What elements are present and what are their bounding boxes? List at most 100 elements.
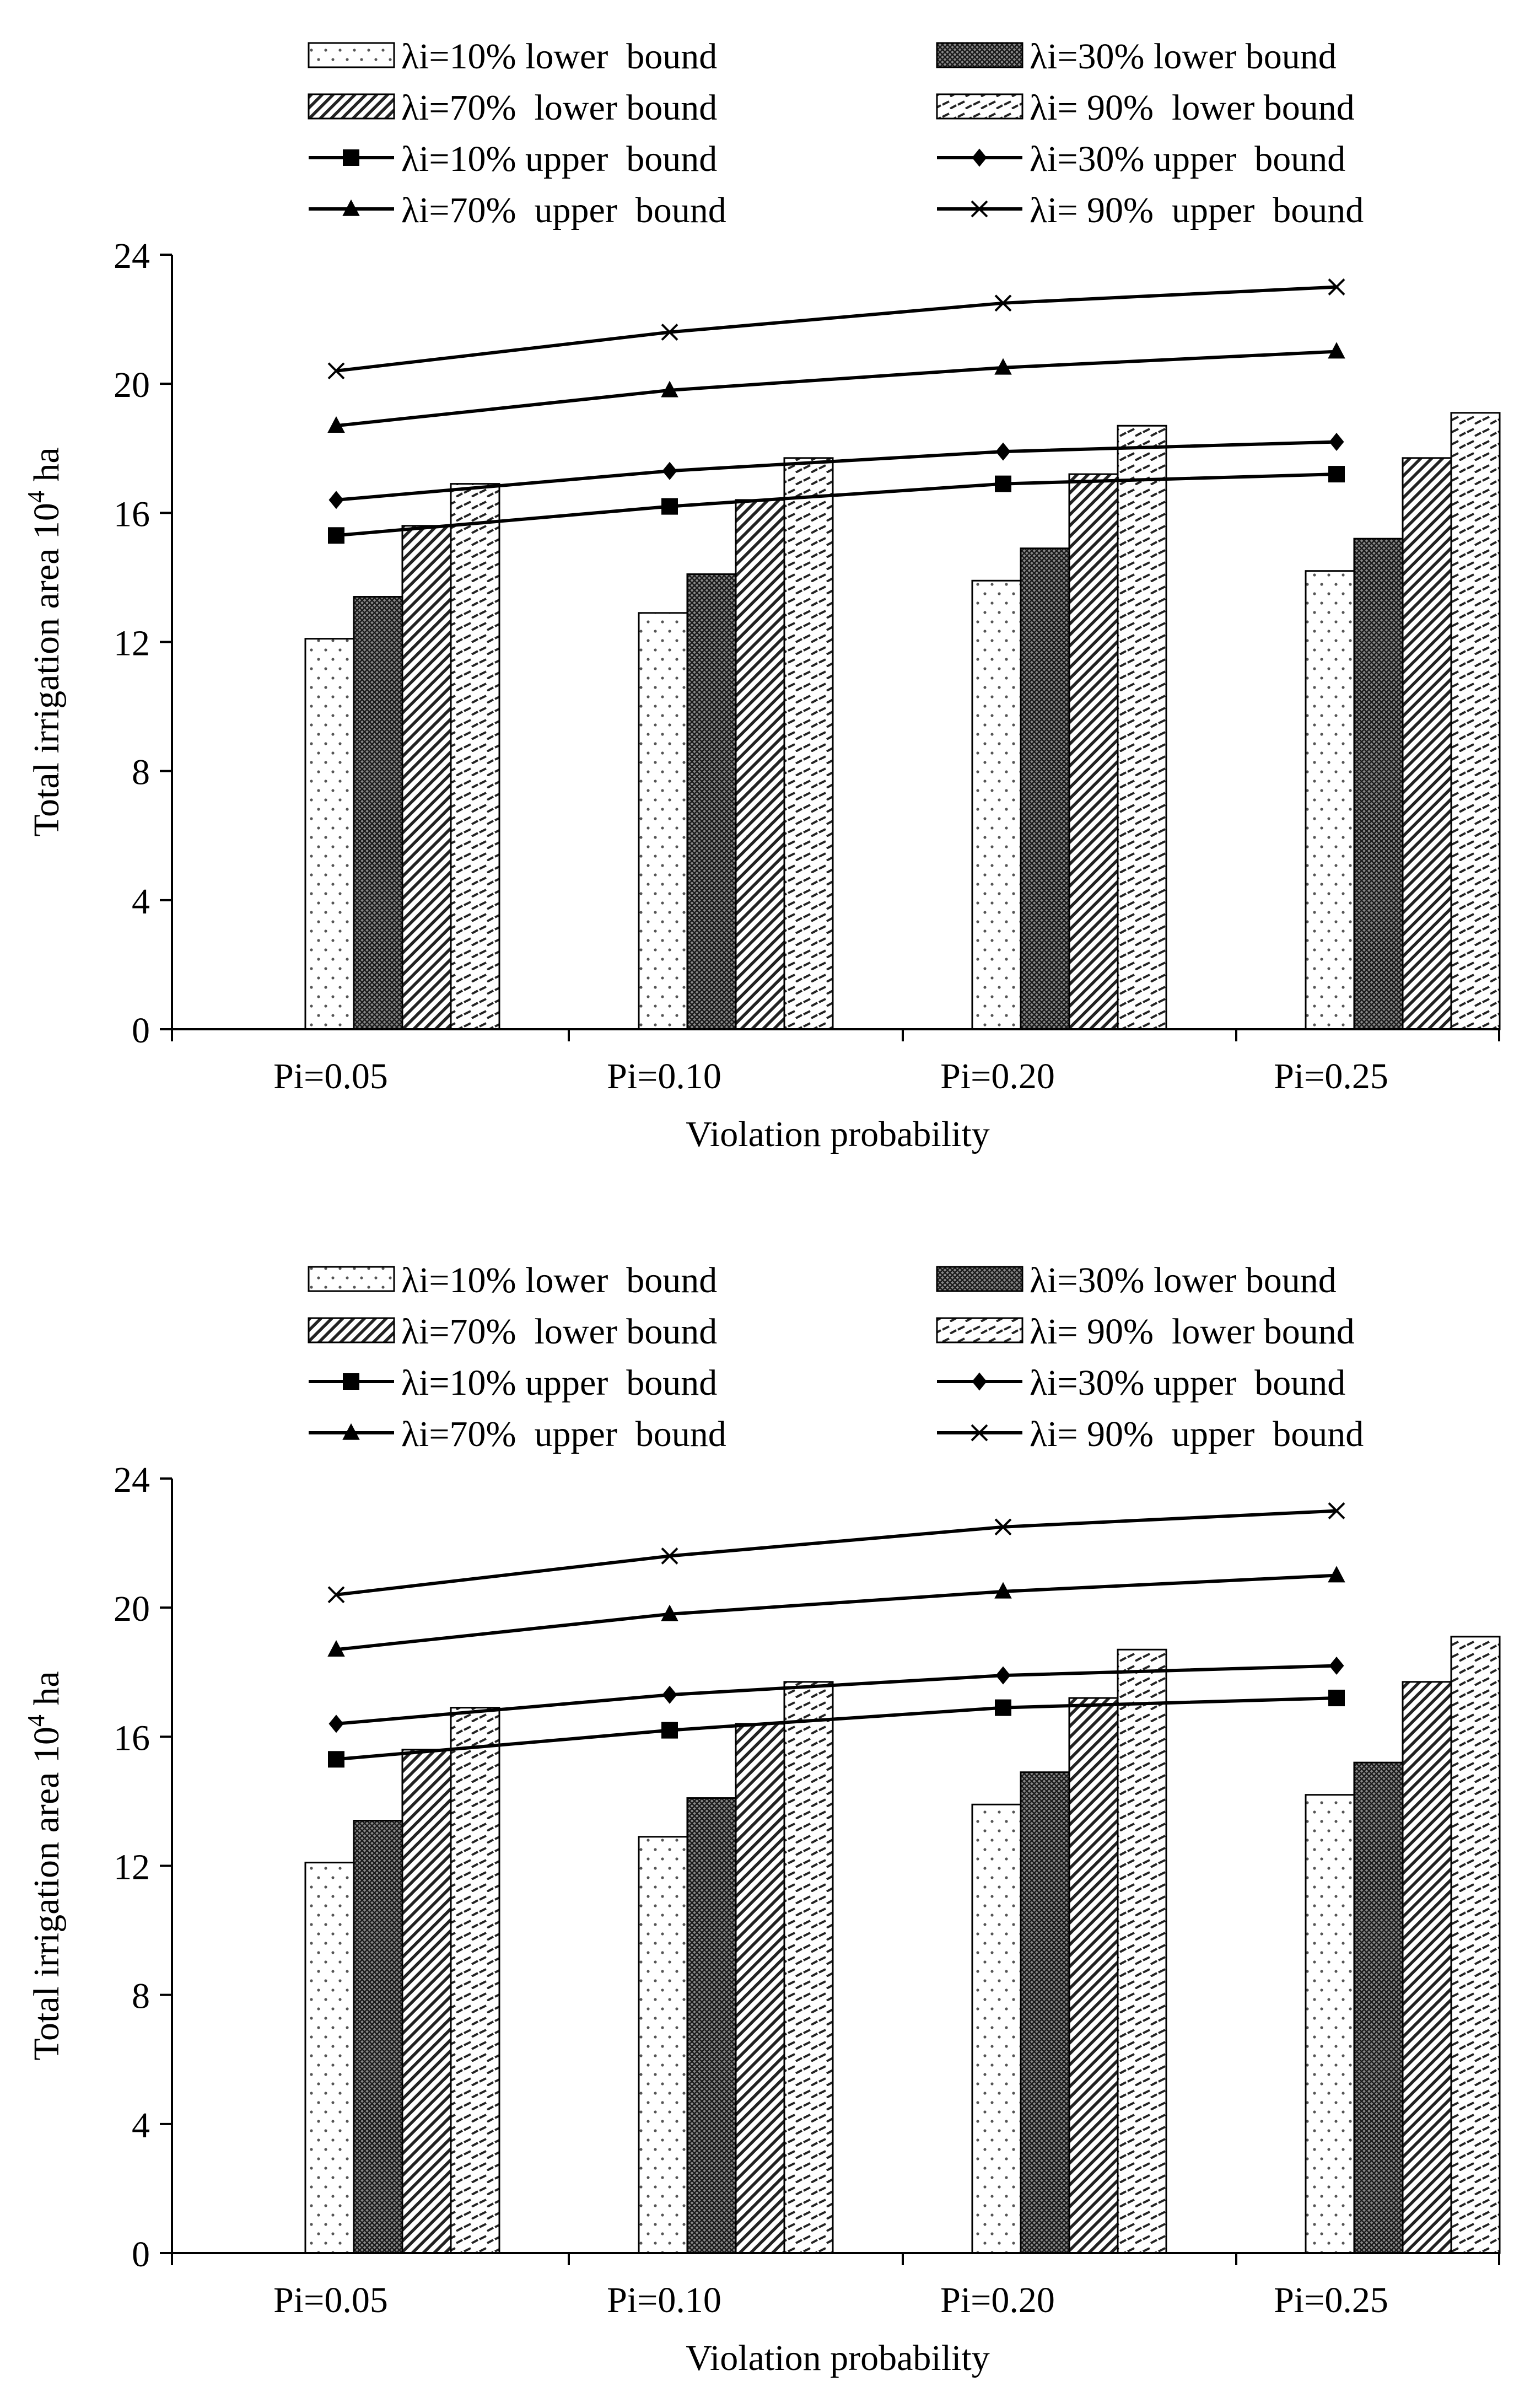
marker-x-0 — [327, 1586, 345, 1604]
x-tick-label: Pi=0.10 — [607, 1056, 721, 1096]
y-tick-label: 0 — [132, 1011, 150, 1051]
bar-diagonal-2 — [1068, 1697, 1119, 2254]
bar-dashes-3 — [1450, 412, 1501, 1030]
y-tick-label: 24 — [114, 1460, 150, 1500]
bar-crosshatch-dense-2 — [1020, 547, 1070, 1030]
marker-square-1 — [661, 498, 678, 515]
legend-marker — [972, 148, 987, 167]
legend-marker — [342, 199, 360, 216]
marker-triangle-0 — [327, 1640, 345, 1657]
legend-item: λi=30% lower bound — [936, 36, 1337, 77]
marker-square-3 — [1328, 466, 1345, 483]
legend-swatch — [936, 93, 1023, 120]
legend-marker — [343, 149, 359, 166]
legend-label: λi=30% upper bound — [1030, 139, 1345, 179]
chart-panel-bottom: λi=10% lower bound λi=30% lower bound λi=7… — [23, 1260, 1501, 2378]
marker-triangle-3 — [1328, 1566, 1345, 1583]
x-tick-label: Pi=0.20 — [940, 2280, 1055, 2320]
y-tick-label: 20 — [114, 365, 150, 405]
x-axis-label: Violation probability — [686, 2338, 989, 2378]
line-diamond — [336, 440, 1337, 502]
legend-item: λi=10% upper bound — [309, 139, 717, 179]
bar-dashes-1 — [783, 457, 834, 1030]
legend-label: λi=10% lower bound — [401, 36, 717, 77]
marker-square-0 — [328, 1751, 344, 1768]
y-tick-label: 8 — [132, 752, 150, 793]
line-diamond — [336, 1664, 1337, 1726]
axes-group: 0 4 8 12 16 20 24 Pi=0.05 Pi=0.10 Pi=0.20 Pi=0.25 V… — [23, 236, 1500, 1154]
legend-item: λi=70% upper bound — [309, 190, 726, 230]
bar-dashes-2 — [1117, 1648, 1167, 2254]
legend-label: λi=70% lower bound — [401, 88, 717, 128]
legend-label: λi=10% lower bound — [401, 1260, 717, 1300]
y-tick-label: 20 — [114, 1589, 150, 1629]
legend-item: λi=30% lower bound — [936, 1260, 1337, 1300]
y-tick-label: 4 — [132, 2105, 150, 2146]
legend-marker — [972, 1372, 987, 1391]
marker-x-3 — [1328, 278, 1345, 295]
legend-label: λi=70% upper bound — [401, 1414, 726, 1454]
legend-item: λi= 90% upper bound — [937, 1414, 1364, 1454]
legend: λi=10% lower bound λi=30% lower bound λi=7… — [308, 36, 1364, 230]
legend-label: λi=70% lower bound — [401, 1312, 717, 1352]
bar-dashes-1 — [783, 1681, 834, 2254]
legend-label: λi= 90% upper bound — [1030, 190, 1364, 230]
marker-x-1 — [661, 1547, 678, 1565]
legend-marker — [342, 1423, 360, 1440]
legend-item: λi=10% lower bound — [308, 1260, 717, 1300]
legend-swatch — [308, 1317, 395, 1343]
legend-item: λi= 90% upper bound — [937, 190, 1364, 230]
bar-crosshatch-dense-0 — [353, 596, 403, 1030]
marker-x-2 — [994, 1518, 1012, 1536]
x-axis-label: Violation probability — [686, 1114, 989, 1154]
legend-item: λi= 90% lower bound — [936, 88, 1355, 128]
bar-dots-sparse-2 — [971, 1803, 1022, 2254]
x-tick-label: Pi=0.05 — [273, 2280, 388, 2320]
bar-crosshatch-dense-3 — [1353, 1761, 1404, 2254]
y-tick-label: 8 — [132, 1976, 150, 2017]
axes-group: 0 4 8 12 16 20 24 Pi=0.05 Pi=0.10 Pi=0.20 Pi=0.25 V… — [23, 1460, 1500, 2378]
legend-item: λi=70% lower bound — [308, 1312, 717, 1352]
marker-diamond-2 — [995, 442, 1011, 461]
bar-crosshatch-dense-3 — [1353, 538, 1404, 1030]
legend-marker — [971, 200, 988, 218]
line-square — [336, 1696, 1337, 1761]
bar-dots-sparse-1 — [638, 1836, 688, 2254]
line-x — [336, 1509, 1337, 1597]
line-triangle — [336, 1573, 1337, 1652]
legend-item: λi=70% lower bound — [308, 88, 717, 128]
legend-label: λi=30% upper bound — [1030, 1363, 1345, 1403]
bars-group — [304, 1636, 1501, 2254]
legend-swatch — [308, 93, 395, 120]
y-tick-label: 16 — [114, 494, 150, 534]
lines-group — [327, 1502, 1345, 1768]
x-tick-label: Pi=0.25 — [1274, 2280, 1388, 2320]
legend-item: λi=30% upper bound — [937, 1363, 1345, 1403]
legend-item: λi=70% upper bound — [309, 1414, 726, 1454]
line-triangle — [336, 350, 1337, 428]
bar-crosshatch-dense-1 — [686, 573, 737, 1030]
line-square — [336, 472, 1337, 538]
lines-group — [327, 278, 1345, 544]
bar-diagonal-0 — [401, 525, 452, 1030]
marker-diamond-1 — [662, 461, 677, 480]
x-tick-label: Pi=0.10 — [607, 2280, 721, 2320]
legend-label: λi=70% upper bound — [401, 190, 726, 230]
bar-diagonal-3 — [1402, 457, 1452, 1030]
legend-swatch — [308, 1266, 395, 1292]
marker-diamond-3 — [1329, 433, 1344, 452]
bar-dots-sparse-2 — [971, 579, 1022, 1030]
line-x — [336, 285, 1337, 373]
bar-dots-sparse-1 — [638, 612, 688, 1030]
bar-crosshatch-dense-0 — [353, 1820, 403, 2254]
y-tick-label: 0 — [132, 2234, 150, 2275]
marker-diamond-0 — [328, 491, 344, 509]
legend-item: λi=10% lower bound — [308, 36, 717, 77]
legend-label: λi=30% lower bound — [1030, 1260, 1337, 1300]
legend-label: λi= 90% lower bound — [1030, 88, 1355, 128]
legend-swatch — [936, 42, 1023, 68]
legend-label: λi= 90% upper bound — [1030, 1414, 1364, 1454]
marker-diamond-0 — [328, 1714, 344, 1733]
marker-triangle-0 — [327, 416, 345, 433]
legend-swatch — [936, 1266, 1023, 1292]
